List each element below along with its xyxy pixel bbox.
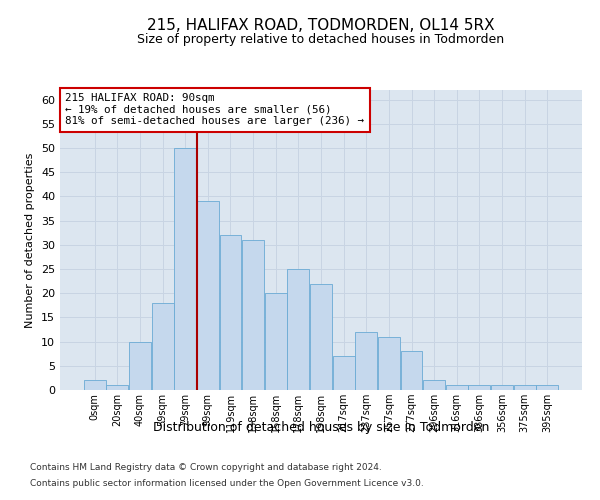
Text: Size of property relative to detached houses in Todmorden: Size of property relative to detached ho… [137, 32, 505, 46]
Bar [242, 240, 264, 390]
Bar [84, 380, 106, 390]
Bar [152, 303, 173, 390]
Bar [310, 284, 332, 390]
Bar [378, 337, 400, 390]
Bar [265, 293, 287, 390]
Text: Contains HM Land Registry data © Crown copyright and database right 2024.: Contains HM Land Registry data © Crown c… [30, 464, 382, 472]
Text: 215 HALIFAX ROAD: 90sqm
← 19% of detached houses are smaller (56)
81% of semi-de: 215 HALIFAX ROAD: 90sqm ← 19% of detache… [65, 93, 364, 126]
Bar [129, 342, 151, 390]
Bar [332, 356, 355, 390]
Bar [174, 148, 196, 390]
Text: Contains public sector information licensed under the Open Government Licence v3: Contains public sector information licen… [30, 478, 424, 488]
Bar [469, 385, 490, 390]
Bar [401, 352, 422, 390]
Bar [287, 269, 310, 390]
Bar [197, 202, 219, 390]
Bar [355, 332, 377, 390]
Text: Distribution of detached houses by size in Todmorden: Distribution of detached houses by size … [153, 421, 489, 434]
Bar [536, 385, 558, 390]
Bar [106, 385, 128, 390]
Y-axis label: Number of detached properties: Number of detached properties [25, 152, 35, 328]
Bar [514, 385, 536, 390]
Bar [423, 380, 445, 390]
Bar [491, 385, 513, 390]
Bar [446, 385, 468, 390]
Bar [220, 235, 241, 390]
Text: 215, HALIFAX ROAD, TODMORDEN, OL14 5RX: 215, HALIFAX ROAD, TODMORDEN, OL14 5RX [147, 18, 495, 32]
